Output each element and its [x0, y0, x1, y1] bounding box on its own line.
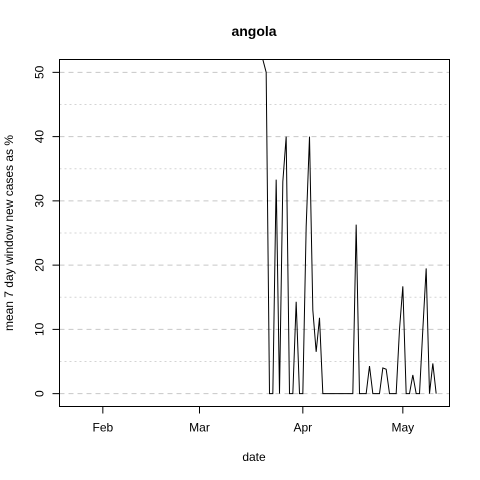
- x-tick-label: May: [391, 421, 414, 435]
- series-line: [262, 59, 437, 395]
- grid: [59, 71, 450, 395]
- x-tick-label: Feb: [92, 421, 113, 435]
- x-axis-label: date: [242, 450, 266, 464]
- y-tick-label: 40: [33, 130, 47, 144]
- y-tick-label: 50: [33, 65, 47, 79]
- y-tick-label: 0: [33, 390, 47, 397]
- series-layer: [262, 59, 437, 395]
- y-tick-label: 10: [33, 322, 47, 336]
- chart-title: angola: [231, 23, 276, 39]
- y-axis-label: mean 7 day window new cases as %: [2, 135, 16, 331]
- y-tick-label: 20: [33, 258, 47, 272]
- axes: 0 10 20 30 40 50 Feb Mar Apr May: [33, 65, 415, 434]
- plot-frame: [59, 59, 450, 407]
- x-tick-label: Mar: [189, 421, 210, 435]
- x-tick-label: Apr: [293, 421, 312, 435]
- y-tick-label: 30: [33, 194, 47, 208]
